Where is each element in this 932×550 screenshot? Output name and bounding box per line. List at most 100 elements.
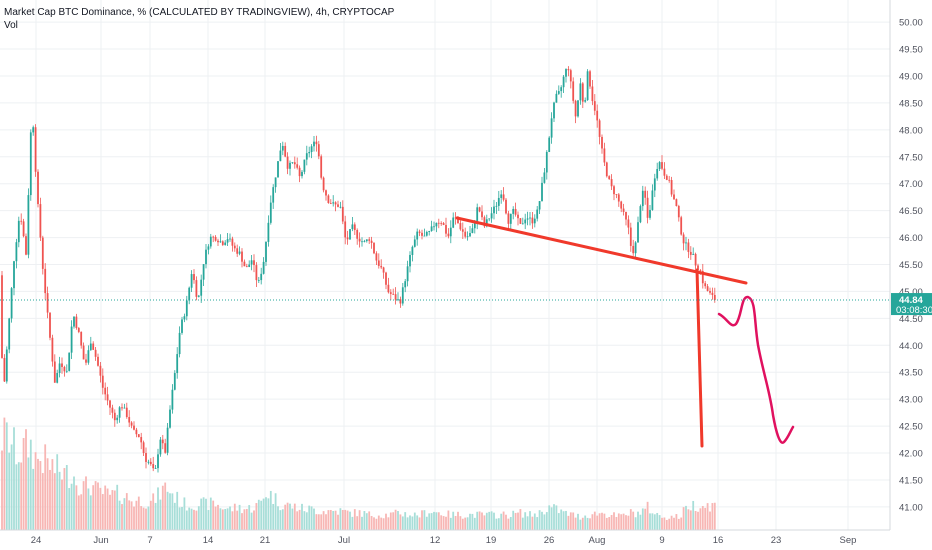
- volume-bar: [632, 511, 635, 530]
- volume-bar: [32, 468, 35, 530]
- candle-body: [553, 102, 555, 119]
- volume-bar: [250, 512, 253, 530]
- candle-body: [185, 300, 188, 317]
- x-tick-label: Jul: [338, 535, 350, 546]
- volume-bar: [545, 512, 548, 530]
- candle-body: [212, 236, 215, 238]
- candle-body: [68, 352, 71, 371]
- volume-bar: [526, 516, 529, 530]
- candle-body: [473, 221, 476, 229]
- candle-body: [39, 204, 42, 238]
- volume-bar: [221, 509, 224, 530]
- candle-body: [135, 429, 138, 435]
- volume-bar: [193, 509, 195, 530]
- candle-body: [34, 127, 37, 172]
- volume-bar: [267, 498, 270, 530]
- volume-bar: [214, 506, 217, 530]
- candle-body: [125, 407, 128, 418]
- candle-body: [543, 172, 546, 183]
- x-tick-label: 23: [771, 535, 782, 546]
- candle-body: [704, 283, 707, 287]
- volume-bar: [392, 512, 395, 530]
- volume-bar: [166, 491, 169, 530]
- volume-bar: [423, 510, 426, 530]
- candle-body: [353, 224, 356, 230]
- x-tick-label: 14: [203, 535, 214, 546]
- volume-bar: [565, 510, 567, 530]
- candle-body: [449, 227, 452, 237]
- volume-bar: [529, 511, 531, 530]
- volume-bar: [82, 481, 85, 530]
- volume-bar: [370, 515, 373, 530]
- candle-body: [262, 261, 265, 274]
- volume-bar: [325, 514, 327, 530]
- volume-bar: [77, 495, 80, 530]
- candle-body: [332, 202, 335, 204]
- candle-body: [572, 81, 575, 101]
- volume-bar: [680, 517, 683, 530]
- candle-body: [665, 175, 668, 180]
- volume-bar: [533, 513, 536, 530]
- volume-bar: [195, 510, 198, 530]
- volume-bar: [351, 516, 354, 530]
- volume-bar: [89, 495, 92, 530]
- volume-bar: [569, 512, 572, 530]
- x-tick-label: Jun: [93, 535, 108, 546]
- candle-body: [675, 199, 678, 207]
- candle-body: [58, 363, 61, 373]
- volume-bar: [677, 518, 680, 530]
- chart-legend: Market Cap BTC Dominance, % (CALCULATED …: [4, 6, 394, 32]
- volume-bar: [80, 494, 83, 530]
- volume-bar: [58, 471, 61, 530]
- volume-bar: [548, 505, 551, 530]
- candle-body: [293, 162, 296, 165]
- x-tick-label: 16: [713, 535, 724, 546]
- x-tick-label: 7: [147, 535, 152, 546]
- candle-body: [20, 220, 23, 222]
- volume-bar: [224, 508, 227, 530]
- volume-bar: [687, 509, 690, 530]
- volume-bar: [238, 504, 241, 530]
- candle-body: [418, 231, 421, 233]
- candle-body: [308, 152, 311, 154]
- candle-body: [562, 76, 565, 88]
- volume-bar: [454, 516, 457, 530]
- volume-bar: [418, 517, 421, 530]
- candle-body: [219, 241, 222, 243]
- candle-body: [591, 86, 594, 102]
- volume-bar: [219, 508, 222, 530]
- candle-body: [639, 206, 642, 223]
- candle-body: [63, 366, 66, 372]
- volume-bar: [171, 493, 174, 530]
- candle-body: [243, 261, 246, 267]
- y-tick-label: 46.50: [899, 206, 923, 217]
- volume-bar: [147, 506, 150, 530]
- volume-bar: [560, 509, 563, 530]
- volume-bar: [3, 417, 6, 530]
- volume-bar: [500, 513, 503, 530]
- candle-body: [565, 69, 567, 77]
- candle-body: [73, 316, 75, 327]
- candle-body: [44, 268, 47, 294]
- volume-bar: [320, 514, 323, 530]
- volume-bar: [207, 510, 210, 530]
- candle-body: [346, 237, 349, 240]
- candle-body: [433, 226, 435, 228]
- candle-body: [116, 417, 119, 421]
- volume-bar: [466, 517, 469, 530]
- volume-bar: [449, 517, 452, 530]
- volume-bar: [694, 510, 697, 530]
- candle-body: [423, 235, 426, 237]
- candle-body: [682, 234, 685, 244]
- volume-bar: [29, 439, 32, 530]
- volume-bar: [133, 506, 135, 530]
- candle-body: [596, 110, 599, 121]
- volume-bar: [701, 505, 704, 530]
- volume-bar: [145, 508, 147, 530]
- candle-body: [584, 100, 587, 102]
- candle-body: [533, 218, 536, 224]
- volume-bar: [658, 515, 661, 530]
- candle-body: [171, 389, 174, 410]
- volume-bar: [185, 510, 188, 530]
